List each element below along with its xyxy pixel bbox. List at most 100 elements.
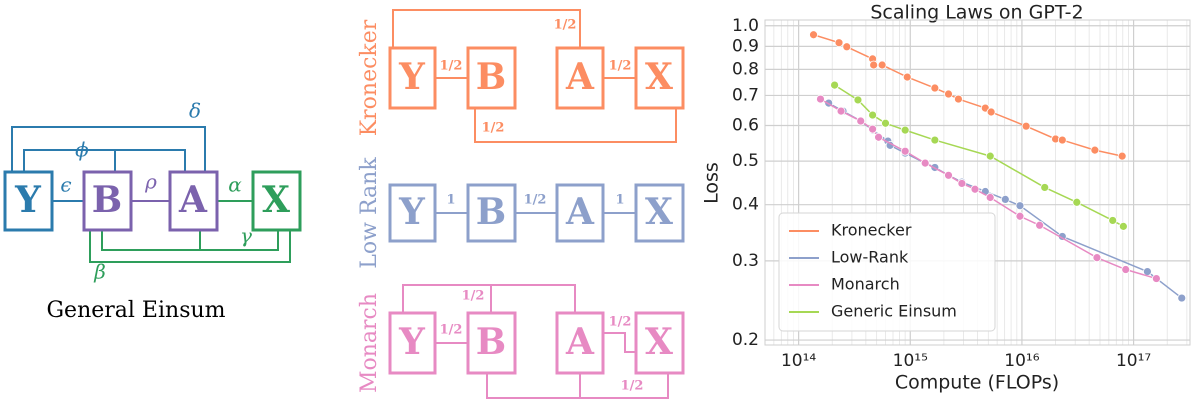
node-box [466, 311, 517, 375]
node-box [634, 311, 685, 375]
y-tick-label: 0.6 [732, 116, 759, 136]
data-point [853, 95, 863, 105]
data-point [944, 89, 953, 99]
node-label: X [645, 321, 673, 363]
chart-title: Scaling Laws on GPT-2 [870, 2, 1083, 24]
data-point [1092, 253, 1102, 263]
data-point [836, 106, 846, 116]
node-label: B [476, 56, 506, 98]
data-point [902, 72, 912, 82]
legend-label: Low-Rank [831, 248, 909, 267]
data-point [816, 94, 825, 104]
data-point [1000, 195, 1010, 204]
node-box [466, 183, 517, 243]
node-label: B [476, 191, 506, 233]
x-axis-label: Compute (FLOPs) [895, 372, 1059, 394]
y-tick-label: 0.8 [732, 59, 759, 79]
data-point [1117, 151, 1127, 161]
legend-label: Monarch [831, 275, 900, 294]
edge [23, 149, 186, 172]
data-point [834, 38, 844, 48]
y-tick-label: 0.9 [732, 36, 759, 56]
node-label: Y [14, 179, 42, 221]
data-point [944, 170, 953, 180]
node-label: B [476, 321, 506, 363]
data-point [1151, 274, 1161, 283]
node-box [82, 170, 133, 232]
general-einsum [3, 126, 302, 263]
panel-label: Low Rank [357, 157, 382, 269]
data-point [1177, 293, 1187, 303]
node-label: A [178, 179, 208, 221]
node-label: Y [398, 191, 426, 233]
lowrank-diagram [388, 183, 685, 243]
node-label: A [565, 56, 595, 98]
edge-label: β [93, 260, 106, 284]
data-point [856, 116, 866, 126]
node-box [555, 46, 605, 110]
edge [392, 9, 581, 48]
data-point [930, 135, 940, 145]
data-point [1040, 183, 1050, 192]
data-point [809, 30, 818, 40]
data-point [930, 83, 940, 93]
node-box [634, 183, 685, 243]
node-box [168, 170, 219, 232]
edge-label: 1/2 [524, 193, 547, 208]
node-label: X [645, 191, 673, 233]
x-tick-label: 10¹⁶ [1004, 351, 1039, 371]
data-point [1015, 211, 1025, 221]
x-tick-label: 10¹⁷ [1116, 351, 1151, 371]
data-point [1057, 135, 1067, 145]
data-point [1090, 145, 1100, 155]
node-label: B [92, 179, 122, 221]
node-box [3, 170, 54, 232]
edge-label: 1/2 [609, 59, 632, 74]
edge-label: 1/2 [609, 315, 632, 330]
node-label: Y [398, 321, 426, 363]
y-tick-label: 1.0 [732, 16, 759, 36]
node-box [555, 183, 605, 243]
edge [402, 284, 576, 313]
y-tick-label: 0.3 [732, 251, 759, 271]
plot-frame [764, 19, 1191, 346]
data-point [985, 151, 995, 161]
y-tick-label: 0.2 [732, 330, 759, 350]
data-point [1072, 197, 1082, 207]
edge [89, 230, 291, 263]
y-tick-label: 0.7 [732, 85, 759, 105]
node-box [251, 170, 302, 232]
legend-label: Kronecker [831, 221, 912, 240]
edge-label: 1 [446, 193, 455, 208]
node-box [634, 46, 685, 110]
y-tick-label: 0.5 [732, 151, 759, 171]
y-axis-label: Loss [701, 162, 723, 204]
edge-label: α [228, 173, 242, 197]
data-point [900, 125, 910, 135]
monarch-diagram [388, 284, 685, 399]
data-point [842, 42, 852, 52]
data-point [874, 132, 883, 142]
node-label: A [565, 191, 595, 233]
x-tick-label: 10¹⁴ [781, 351, 816, 371]
node-box [555, 311, 605, 375]
node-box [388, 311, 437, 375]
data-point [1035, 220, 1045, 230]
legend-label: Generic Einsum [831, 302, 957, 321]
node-box [466, 46, 517, 110]
edge-label: 1/2 [440, 323, 463, 338]
edge-label: 1/2 [482, 121, 505, 136]
data-point [868, 110, 878, 120]
data-point [970, 184, 980, 194]
edge [603, 332, 636, 353]
x-tick-label: 10¹⁵ [893, 351, 928, 371]
node-box [388, 183, 437, 243]
edge-label: ρ [144, 170, 157, 194]
data-point [900, 146, 910, 156]
data-point [1121, 265, 1131, 274]
data-point [985, 193, 995, 202]
data-point [920, 158, 930, 168]
node-box [388, 46, 437, 110]
chart: Scaling Laws on GPT-2 Compute (FLOPs) Lo… [701, 2, 1191, 394]
